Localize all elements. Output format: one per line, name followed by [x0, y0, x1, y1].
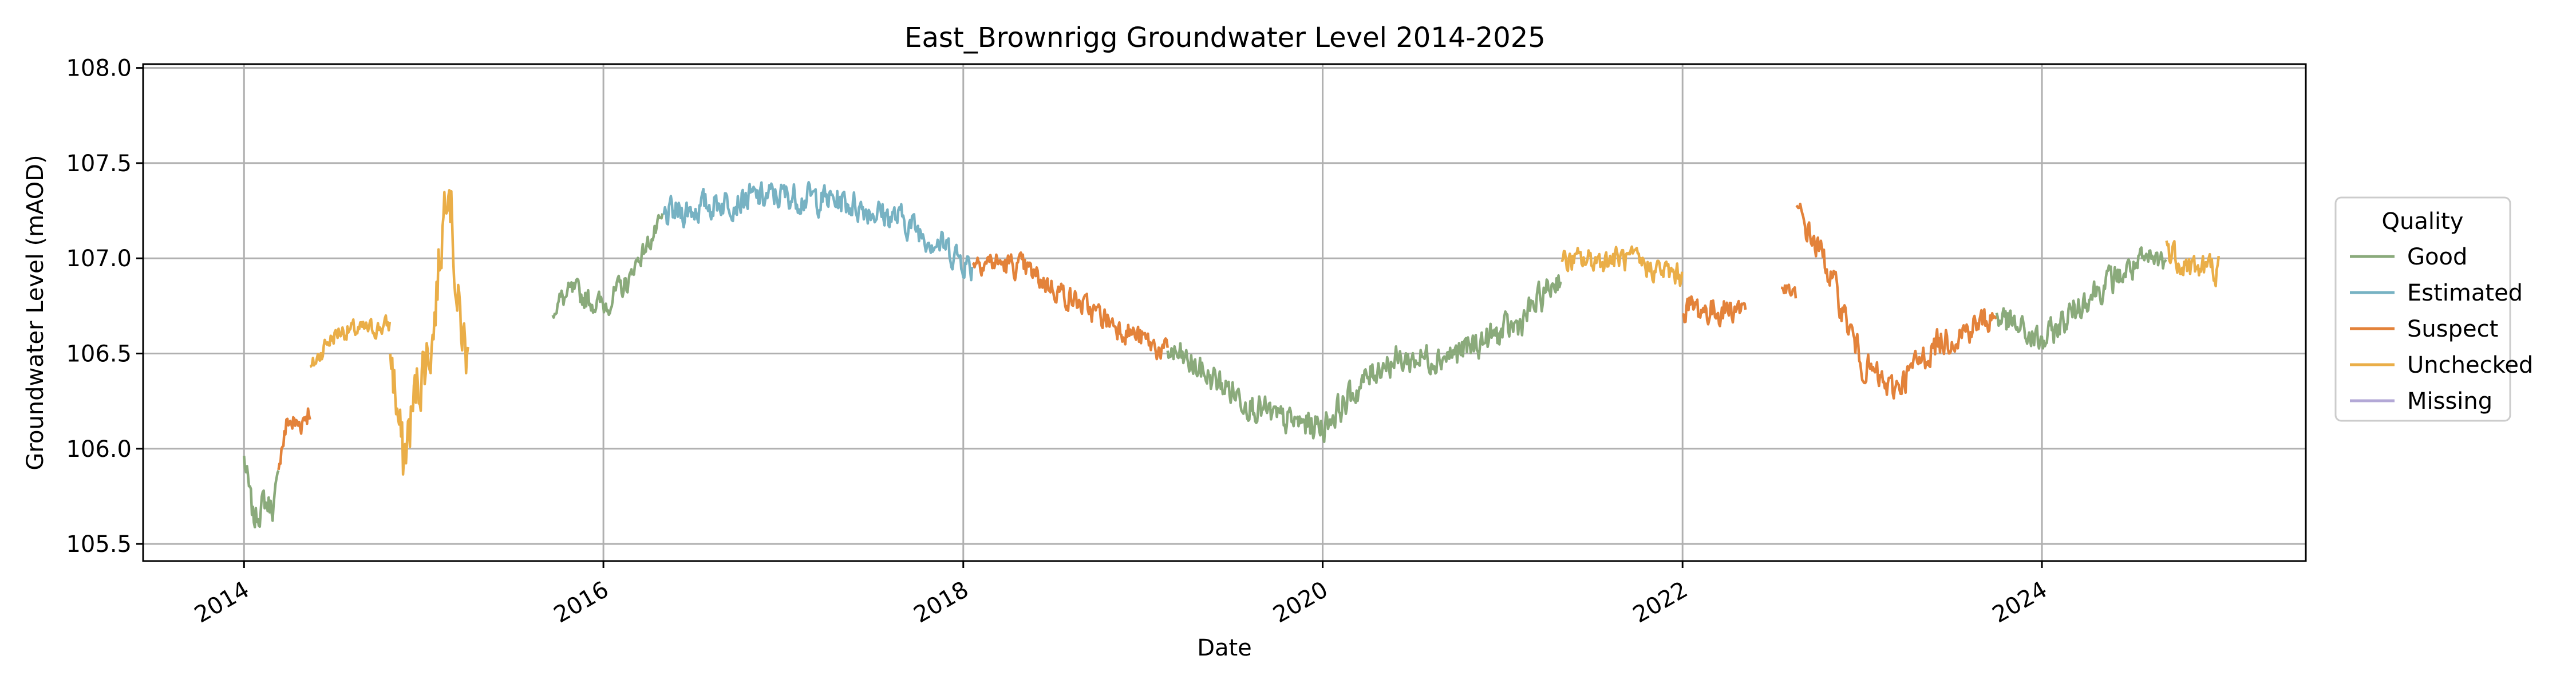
legend-items: Good Estimated Suspect Unchecked Missing	[2350, 244, 2533, 414]
series-line-unchecked	[309, 314, 392, 368]
series-line-suspect	[1682, 295, 1747, 327]
y-tick-label: 106.5	[66, 341, 132, 368]
legend-label-missing: Missing	[2407, 388, 2492, 414]
series-line-unchecked	[1560, 245, 1684, 287]
grid-layer	[143, 64, 2306, 561]
legend-label-unchecked: Unchecked	[2407, 352, 2533, 378]
series-line-suspect	[971, 251, 1169, 361]
legend: Quality Good Estimated Suspect Unchecked Mis…	[2334, 196, 2533, 422]
series-line-good	[551, 268, 634, 319]
chart-title: East_Brownrigg Groundwater Level 2014-20…	[904, 22, 1546, 54]
series-line-suspect	[277, 407, 311, 471]
legend-label-estimated: Estimated	[2407, 280, 2523, 306]
y-tick-label: 106.0	[66, 436, 132, 463]
series-line-good	[243, 456, 280, 529]
series-line-good	[1166, 274, 1562, 443]
series-line-unchecked	[389, 189, 469, 476]
series-line-good	[632, 213, 664, 277]
series-line-good	[1995, 246, 2167, 350]
legend-label-suspect: Suspect	[2407, 316, 2498, 342]
y-tick-label: 107.0	[66, 246, 132, 272]
legend-label-good: Good	[2407, 244, 2467, 270]
series-line-suspect	[1795, 203, 1998, 400]
legend-title: Quality	[2382, 208, 2464, 235]
y-axis: 105.5 106.0 106.5 107.0 107.5 108.0	[66, 56, 143, 558]
y-tick-label: 105.5	[66, 531, 132, 558]
y-tick-label: 108.0	[66, 56, 132, 82]
y-axis-label: Groundwater Level (mAOD)	[22, 155, 49, 470]
series-line-suspect	[1780, 283, 1797, 299]
y-tick-label: 107.5	[66, 151, 132, 177]
x-axis-label: Date	[1197, 635, 1252, 661]
series-line-estimated	[662, 181, 974, 282]
series-line-unchecked	[2165, 240, 2221, 287]
plot-frame	[142, 63, 2307, 562]
plot-lines	[243, 181, 2221, 529]
